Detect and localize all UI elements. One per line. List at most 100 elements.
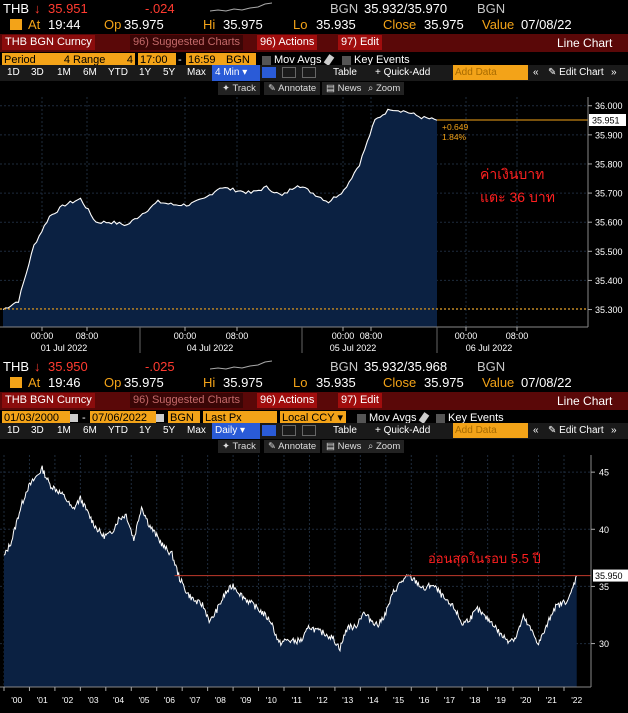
close-label: Close xyxy=(383,17,417,32)
interval-dropdown[interactable]: Daily ▾ xyxy=(212,423,260,439)
bar-style-icon[interactable] xyxy=(282,425,296,436)
y-tick-label: 35.500 xyxy=(595,247,623,257)
historical-price-chart[interactable]: 30 35 40 45 35.950 '00 '01 '02 '03 '04 '05 '06 '07 '0… xyxy=(0,453,628,713)
track-button[interactable]: ✦ Track xyxy=(218,440,260,453)
x-tick-label: '22 xyxy=(571,695,582,705)
range-5y[interactable]: 5Y xyxy=(163,67,176,78)
annotation-line-2: แตะ 36 บาท xyxy=(480,189,555,205)
range-5y[interactable]: 5Y xyxy=(163,425,176,436)
table-button[interactable]: Table xyxy=(333,425,357,436)
range-value: 4 xyxy=(126,54,133,66)
actions-menu[interactable]: 96) Actions xyxy=(257,393,318,408)
range-6m[interactable]: 6M xyxy=(83,67,97,78)
interval-dropdown[interactable]: 4 Min ▾ xyxy=(212,65,260,81)
range-ytd[interactable]: YTD xyxy=(108,67,128,78)
x-tick-label: '01 xyxy=(37,695,48,705)
table-button[interactable]: Table xyxy=(333,67,357,78)
collapse-icon[interactable]: « xyxy=(533,67,539,78)
alert-icon[interactable] xyxy=(10,377,22,388)
key-events-checkbox[interactable] xyxy=(436,414,445,423)
range-ytd[interactable]: YTD xyxy=(108,425,128,436)
interval-value: 4 Min xyxy=(215,67,240,78)
last-price: 35.950 xyxy=(48,359,88,374)
currency-dropdown[interactable]: Local CCY ▾ xyxy=(280,411,346,426)
range-1d[interactable]: 1D xyxy=(7,425,20,436)
menu-bar: THB BGN Curncy 96) Suggested Charts 96) … xyxy=(0,34,628,52)
zoom-label: Zoom xyxy=(375,83,401,94)
key-events-label: Key Events xyxy=(448,412,504,424)
date-to-field[interactable]: 07/06/2022 xyxy=(90,411,156,426)
expand-icon[interactable]: » xyxy=(611,67,617,78)
annotate-button[interactable]: ✎ Annotate xyxy=(264,440,321,453)
calendar-icon[interactable] xyxy=(156,414,164,422)
options-icon[interactable] xyxy=(302,425,316,436)
x-tick-label: '08 xyxy=(215,695,226,705)
suggested-charts-button[interactable]: 96) Suggested Charts xyxy=(130,35,244,50)
alert-icon[interactable] xyxy=(10,19,22,30)
edit-menu[interactable]: 97) Edit xyxy=(338,35,382,50)
ticker: THB xyxy=(3,1,29,16)
source-field[interactable]: BGN xyxy=(224,53,256,68)
period-field[interactable]: Period 4 xyxy=(2,53,72,68)
mov-avgs-checkbox[interactable] xyxy=(262,56,271,65)
open-label: Op xyxy=(104,375,122,390)
low-value: 35.935 xyxy=(316,17,356,32)
y-tick-label: 35.900 xyxy=(595,130,623,140)
range-1m[interactable]: 1M xyxy=(57,425,71,436)
range-max[interactable]: Max xyxy=(187,425,206,436)
source-field[interactable]: BGN xyxy=(168,411,200,426)
range-6m[interactable]: 6M xyxy=(83,425,97,436)
zoom-button[interactable]: ⌕ Zoom xyxy=(364,440,405,453)
range-label: Range xyxy=(73,54,106,66)
quote-time: 19:46 xyxy=(48,375,81,390)
intraday-price-chart[interactable]: 35.300 35.400 35.500 35.600 35.700 35.800 35.9… xyxy=(0,95,628,355)
x-tick-label: '15 xyxy=(393,695,404,705)
add-data-input[interactable]: Add Data xyxy=(453,423,528,438)
range-1d[interactable]: 1D xyxy=(7,67,20,78)
y-tick-label: 36.000 xyxy=(595,101,623,111)
quote-details-2: At 19:46 Op 35.975 Hi 35.975 Lo 35.935 C… xyxy=(0,374,628,392)
range-3d[interactable]: 3D xyxy=(31,67,44,78)
line-style-icon[interactable] xyxy=(262,67,276,78)
quick-add-button[interactable]: + Quick-Add xyxy=(375,67,431,78)
suggested-charts-button[interactable]: 96) Suggested Charts xyxy=(130,393,244,408)
quick-add-button[interactable]: + Quick-Add xyxy=(375,425,431,436)
add-data-input[interactable]: Add Data xyxy=(453,65,528,80)
edit-chart-button[interactable]: ✎ Edit Chart xyxy=(548,425,604,436)
bar-style-icon[interactable] xyxy=(282,67,296,78)
edit-chart-button[interactable]: ✎ Edit Chart xyxy=(548,67,604,78)
annotate-button[interactable]: ✎ Annotate xyxy=(264,82,321,95)
track-label: Track xyxy=(232,441,256,452)
quote-header: THB ↓ 35.951 -.024 BGN 35.932/35.970 BGN xyxy=(0,0,628,18)
x-tick-label: '09 xyxy=(240,695,251,705)
date-from-field[interactable]: 01/03/2000 xyxy=(2,411,70,426)
news-button[interactable]: ▤ News xyxy=(322,440,366,453)
edit-chart-label: Edit Chart xyxy=(559,425,604,436)
actions-menu[interactable]: 96) Actions xyxy=(257,35,318,50)
zoom-button[interactable]: ⌕ Zoom xyxy=(364,82,405,95)
track-button[interactable]: ✦ Track xyxy=(218,82,260,95)
range-1y[interactable]: 1Y xyxy=(139,425,152,436)
ticker: THB xyxy=(3,359,29,374)
calendar-icon[interactable] xyxy=(70,414,78,422)
range-1m[interactable]: 1M xyxy=(57,67,71,78)
expand-icon[interactable]: » xyxy=(611,425,617,436)
edit-menu[interactable]: 97) Edit xyxy=(338,393,382,408)
time-from-field[interactable]: 17:00 xyxy=(138,53,176,68)
range-field[interactable]: Range 4 xyxy=(71,53,135,68)
news-button[interactable]: ▤ News xyxy=(322,82,366,95)
time-label: At xyxy=(28,17,41,32)
x-tick-label: '11 xyxy=(292,695,303,705)
chart-type-label: Line Chart xyxy=(557,36,613,50)
last-price-box xyxy=(589,114,626,126)
collapse-icon[interactable]: « xyxy=(533,425,539,436)
range-1y[interactable]: 1Y xyxy=(139,67,152,78)
mov-avgs-checkbox[interactable] xyxy=(357,414,366,423)
key-events-checkbox[interactable] xyxy=(342,56,351,65)
field-dropdown[interactable]: Last Px xyxy=(203,411,277,426)
line-style-icon[interactable] xyxy=(262,425,276,436)
range-3d[interactable]: 3D xyxy=(31,425,44,436)
time-to-field[interactable]: 16:59 xyxy=(186,53,224,68)
options-icon[interactable] xyxy=(302,67,316,78)
range-max[interactable]: Max xyxy=(187,67,206,78)
